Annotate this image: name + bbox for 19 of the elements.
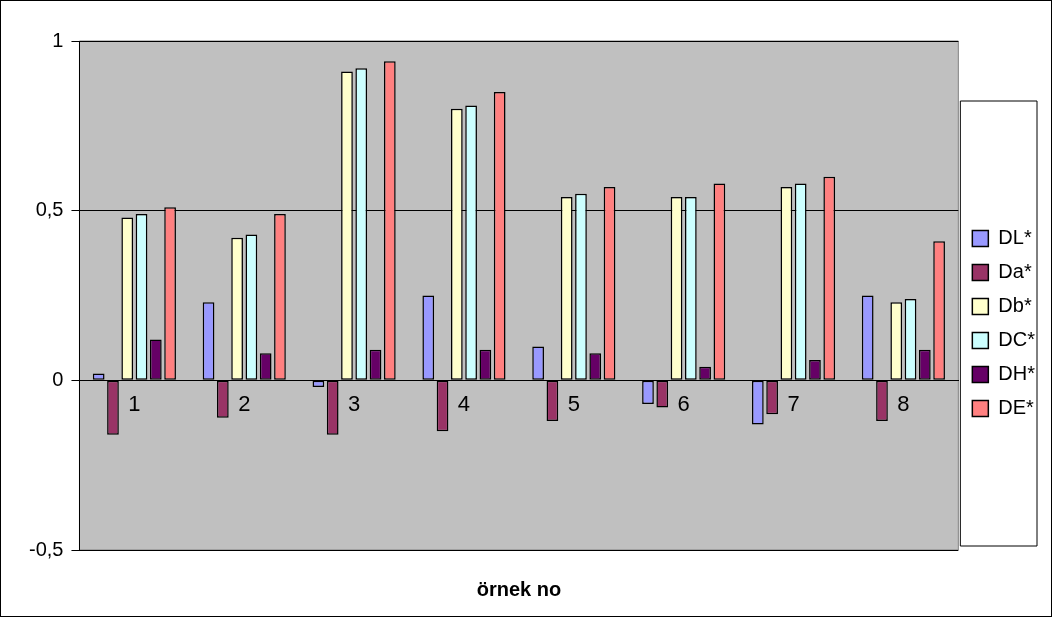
y-tick-label: 0,5 [35, 198, 64, 221]
x-tick-label: 1 [128, 390, 141, 416]
y-tick-label: 0 [52, 367, 64, 390]
legend-label: DL* [998, 226, 1032, 249]
legend-label: DC* [998, 328, 1036, 351]
legend-label: Db* [998, 294, 1032, 317]
x-tick-label: 4 [457, 390, 471, 416]
y-tick-label: -0,5 [28, 537, 64, 560]
legend-label: Da* [998, 260, 1032, 283]
x-tick-label: 3 [347, 390, 361, 416]
x-tick-label: 7 [787, 390, 800, 416]
x-tick-label: 8 [897, 390, 910, 416]
legend-label: DH* [998, 362, 1036, 385]
x-tick-label: 6 [677, 390, 690, 416]
x-tick-label: 5 [567, 390, 580, 416]
legend-label: DE* [998, 396, 1035, 419]
y-tick-label: 1 [52, 28, 64, 51]
x-axis-title: örnek no [476, 577, 562, 600]
x-tick-label: 2 [238, 390, 251, 416]
